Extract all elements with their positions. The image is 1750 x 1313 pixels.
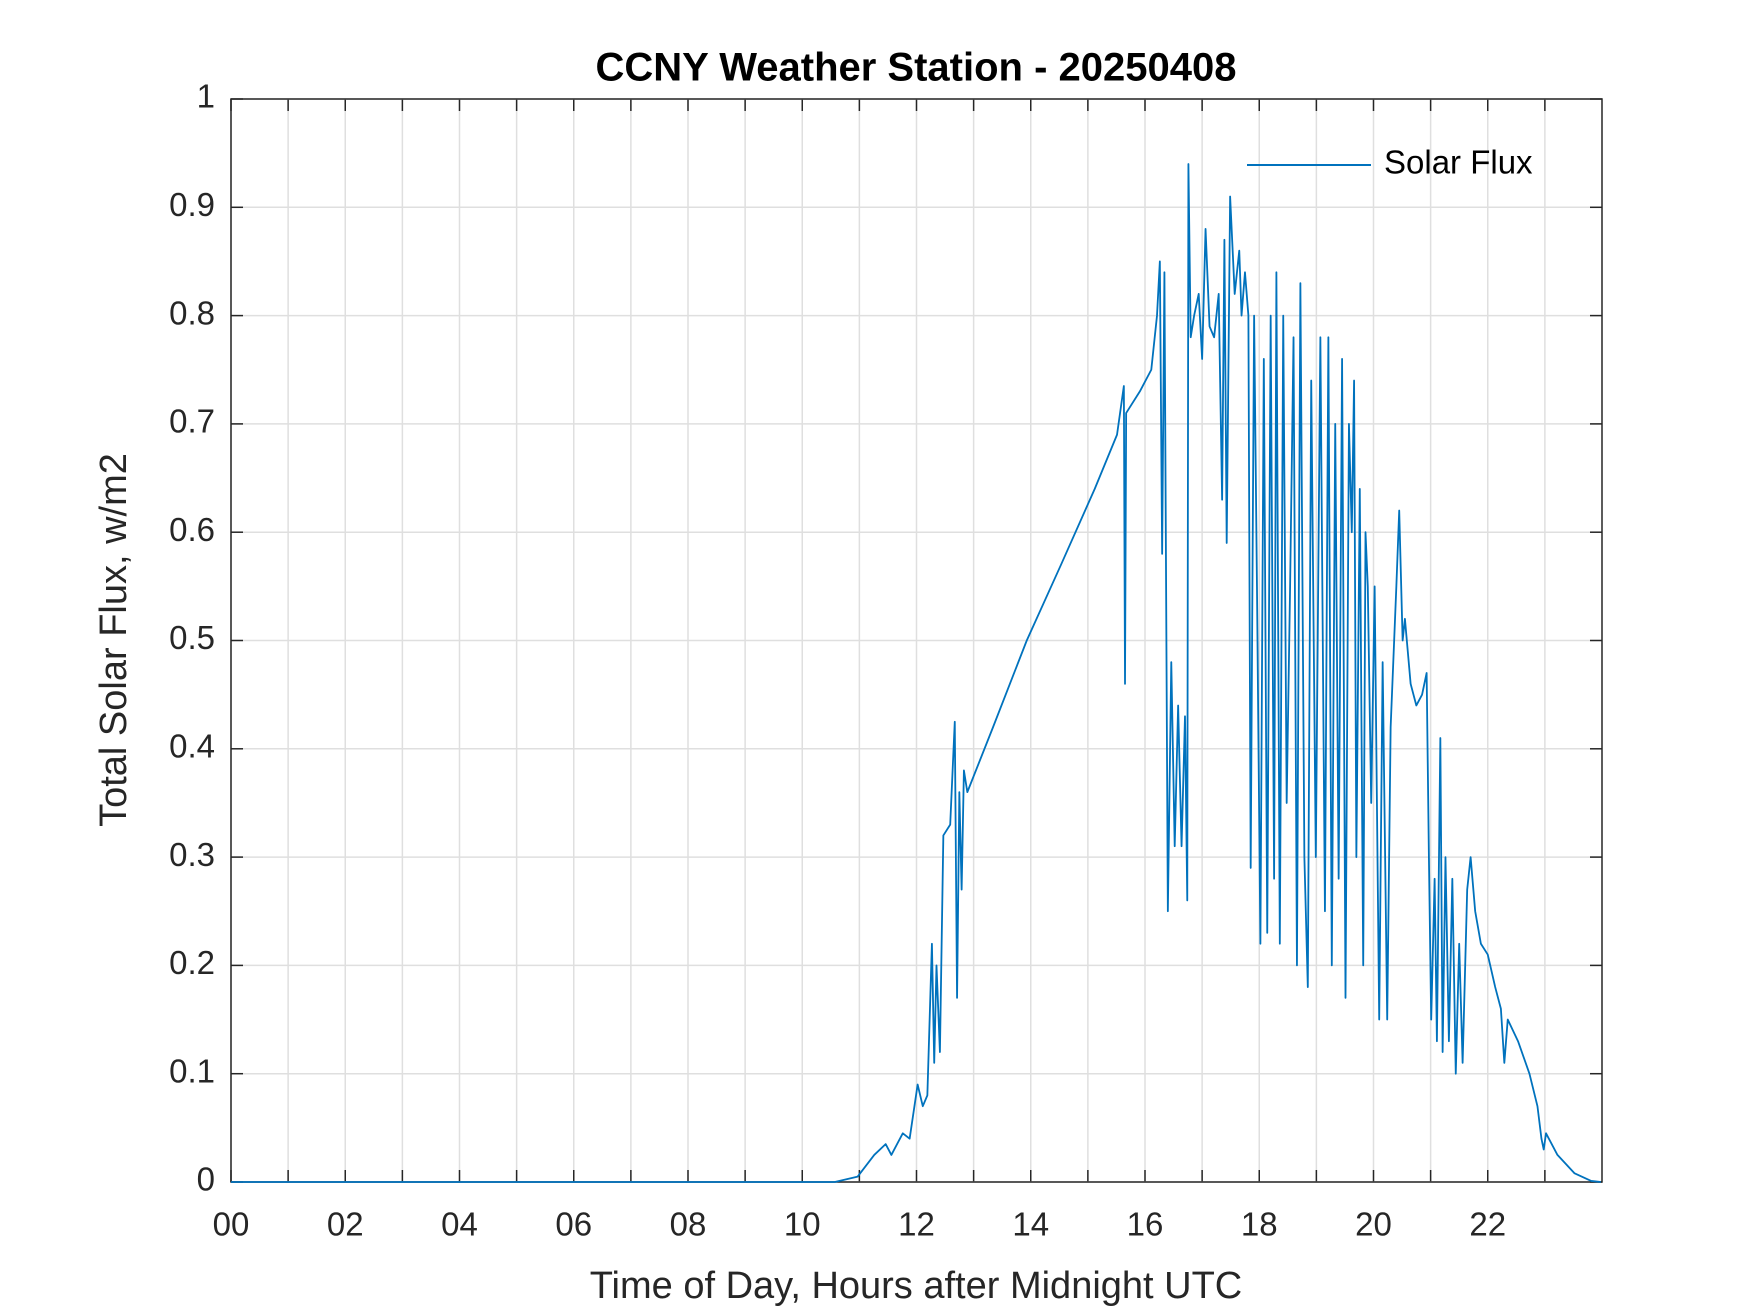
y-tick-label: 0.9 xyxy=(169,186,215,223)
y-tick-label: 0.5 xyxy=(169,619,215,656)
y-tick-label: 0.3 xyxy=(169,836,215,873)
y-tick-label: 0.2 xyxy=(169,944,215,981)
x-tick-label: 18 xyxy=(1241,1206,1278,1243)
x-tick-label: 02 xyxy=(327,1206,364,1243)
y-axis-label: Total Solar Flux, w/m2 xyxy=(93,453,135,827)
y-tick-label: 0.4 xyxy=(169,728,215,765)
x-tick-label: 00 xyxy=(213,1206,250,1243)
x-tick-label: 04 xyxy=(441,1206,478,1243)
x-tick-label: 06 xyxy=(555,1206,592,1243)
x-tick-label: 14 xyxy=(1012,1206,1049,1243)
x-tick-label: 20 xyxy=(1355,1206,1392,1243)
x-tick-label: 12 xyxy=(898,1206,935,1243)
x-tick-label: 10 xyxy=(784,1206,821,1243)
x-tick-label: 16 xyxy=(1127,1206,1164,1243)
chart-title: CCNY Weather Station - 20250408 xyxy=(596,46,1237,90)
y-tick-label: 1 xyxy=(197,78,215,115)
data-line xyxy=(231,163,1601,1183)
y-tick-label: 0.7 xyxy=(169,403,215,440)
y-tick-label: 0.8 xyxy=(169,294,215,331)
plot-frame xyxy=(230,98,1603,1183)
y-tick-label: 0.1 xyxy=(169,1052,215,1089)
y-tick-label: 0 xyxy=(197,1161,215,1198)
legend-label: Solar Flux xyxy=(1384,144,1533,181)
x-tick-label: 08 xyxy=(670,1206,707,1243)
x-tick-label: 22 xyxy=(1469,1206,1506,1243)
y-tick-label: 0.6 xyxy=(169,511,215,548)
x-axis-label: Time of Day, Hours after Midnight UTC xyxy=(590,1265,1243,1307)
